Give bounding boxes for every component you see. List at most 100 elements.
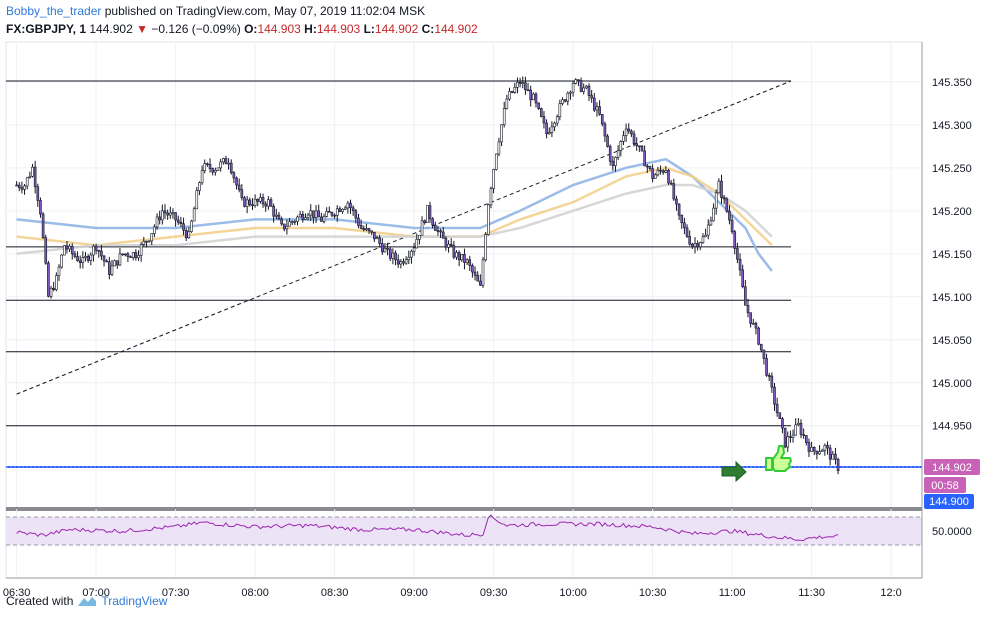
candle-body (722, 197, 726, 200)
close-value: 144.902 (434, 22, 478, 36)
thumbs-up-icon[interactable] (765, 445, 792, 472)
candle-body (394, 252, 397, 261)
candle-body (547, 132, 551, 135)
candle-body (765, 358, 768, 376)
candle-body (153, 226, 156, 234)
candle-body (828, 447, 832, 460)
candle-body (600, 114, 604, 125)
candle-body (791, 434, 795, 438)
author-link[interactable]: Bobby_the_trader (6, 4, 102, 18)
rsi-band (6, 517, 922, 545)
quote-line: FX:GBPJPY, 1 144.902 ▼ −0.126 (−0.09%) O… (6, 22, 478, 36)
candle-body (70, 245, 74, 255)
candle-body (15, 184, 18, 187)
candle-body (375, 237, 379, 240)
candle-body (335, 208, 339, 216)
horizontal-levels[interactable] (6, 80, 922, 509)
candle-body (744, 286, 747, 306)
candle-body (439, 230, 442, 233)
candle-body (783, 427, 787, 448)
candle-body (428, 205, 432, 220)
candle-body (139, 244, 143, 256)
candle-body (84, 256, 87, 258)
tradingview-link[interactable]: TradingView (101, 594, 168, 608)
open-label: O: (244, 22, 258, 36)
candle-body (669, 182, 673, 185)
candle-body (812, 447, 816, 452)
candle-body (298, 214, 302, 218)
candle-body (410, 250, 413, 258)
candle-body (325, 211, 328, 217)
annotations[interactable] (721, 445, 792, 483)
candle-body (826, 445, 829, 449)
candle-body (386, 247, 389, 250)
chart-grid (5, 41, 923, 579)
candle-body (749, 312, 752, 324)
candle-body (195, 190, 199, 210)
tradingview-logo-icon[interactable] (77, 594, 97, 608)
candle-body (293, 221, 297, 223)
candle-body (680, 214, 684, 224)
candle-body (166, 212, 169, 216)
candle-body (330, 212, 334, 216)
candle-body (818, 451, 821, 455)
candle-body (150, 233, 154, 242)
candle-body (492, 169, 495, 189)
candle-body (608, 146, 612, 162)
x-tick-label: 08:30 (321, 587, 349, 599)
candle-body (767, 375, 771, 377)
candle-body (240, 189, 244, 198)
y-tick-label: 145.350 (932, 77, 972, 89)
candle-body (526, 89, 530, 92)
candle-body (468, 259, 472, 266)
candle-body (264, 203, 268, 207)
candle-body (561, 99, 564, 104)
candle-body (640, 145, 644, 152)
candle-body (142, 240, 146, 245)
candle-body (296, 216, 299, 222)
candle-body (227, 162, 230, 165)
candle-body (97, 249, 101, 252)
candle-body (47, 262, 50, 297)
candle-body (489, 188, 493, 206)
candle-body (712, 207, 715, 222)
plot-frame (5, 41, 923, 579)
candle-body (52, 287, 56, 290)
candle-body (28, 175, 32, 178)
candle-body (357, 217, 360, 226)
symbol-label: FX:GBPJPY, 1 (6, 22, 87, 36)
x-tick-label: 10:00 (559, 587, 587, 599)
candle-body (484, 234, 487, 261)
candle-body (322, 216, 326, 222)
candle-body (558, 103, 562, 118)
low-label: L: (363, 22, 375, 36)
candle-body (770, 375, 774, 388)
candle-body (746, 304, 750, 313)
y-tick-label: 145.200 (932, 206, 972, 218)
candle-body (698, 242, 702, 248)
candle-body (243, 197, 246, 207)
candle-body (245, 199, 249, 207)
moving-average-line (16, 166, 773, 247)
candle-body (614, 156, 617, 166)
candle-body (380, 243, 384, 253)
right-arrow-icon[interactable] (721, 460, 747, 483)
candle-body (359, 225, 363, 229)
candle-body (65, 245, 69, 250)
y-tick-label: 145.000 (932, 378, 972, 390)
created-with-label: Created with (6, 594, 74, 608)
candle-body (431, 218, 434, 226)
candle-body (513, 87, 517, 93)
candle-body (131, 252, 135, 258)
candle-body (836, 459, 840, 471)
candle-body (648, 166, 652, 169)
candle-body (57, 266, 61, 276)
candle-body (248, 199, 252, 205)
candle-body (351, 207, 355, 212)
candle-body (815, 450, 819, 455)
candle-body (542, 116, 546, 124)
candle-body (473, 271, 477, 276)
rsi-line (16, 514, 839, 542)
current-price-label: 144.902 (932, 462, 972, 474)
